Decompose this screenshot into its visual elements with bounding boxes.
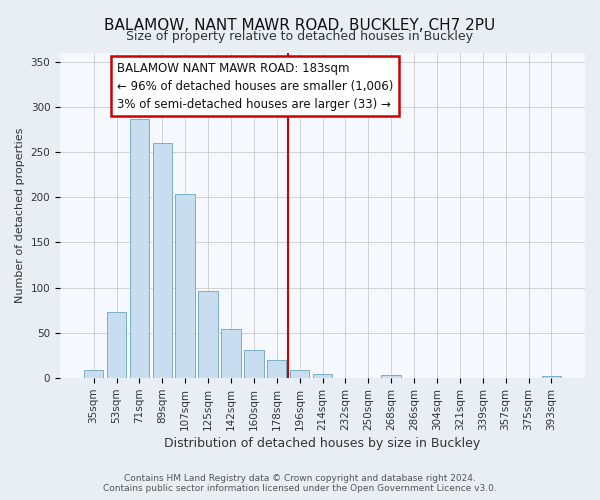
Bar	[313, 374, 332, 378]
Bar	[244, 350, 263, 378]
Bar	[84, 370, 103, 378]
X-axis label: Distribution of detached houses by size in Buckley: Distribution of detached houses by size …	[164, 437, 481, 450]
Text: Contains HM Land Registry data © Crown copyright and database right 2024.: Contains HM Land Registry data © Crown c…	[124, 474, 476, 483]
Bar	[542, 376, 561, 378]
Bar	[199, 292, 218, 378]
Bar	[107, 312, 126, 378]
Bar	[175, 194, 195, 378]
Bar	[382, 374, 401, 378]
Bar	[267, 360, 286, 378]
Bar	[290, 370, 310, 378]
Text: Contains public sector information licensed under the Open Government Licence v3: Contains public sector information licen…	[103, 484, 497, 493]
Text: BALAMOW, NANT MAWR ROAD, BUCKLEY, CH7 2PU: BALAMOW, NANT MAWR ROAD, BUCKLEY, CH7 2P…	[104, 18, 496, 32]
Bar	[130, 120, 149, 378]
Y-axis label: Number of detached properties: Number of detached properties	[15, 128, 25, 303]
Bar	[221, 330, 241, 378]
Text: Size of property relative to detached houses in Buckley: Size of property relative to detached ho…	[127, 30, 473, 43]
Bar	[152, 143, 172, 378]
Text: BALAMOW NANT MAWR ROAD: 183sqm
← 96% of detached houses are smaller (1,006)
3% o: BALAMOW NANT MAWR ROAD: 183sqm ← 96% of …	[116, 62, 393, 110]
